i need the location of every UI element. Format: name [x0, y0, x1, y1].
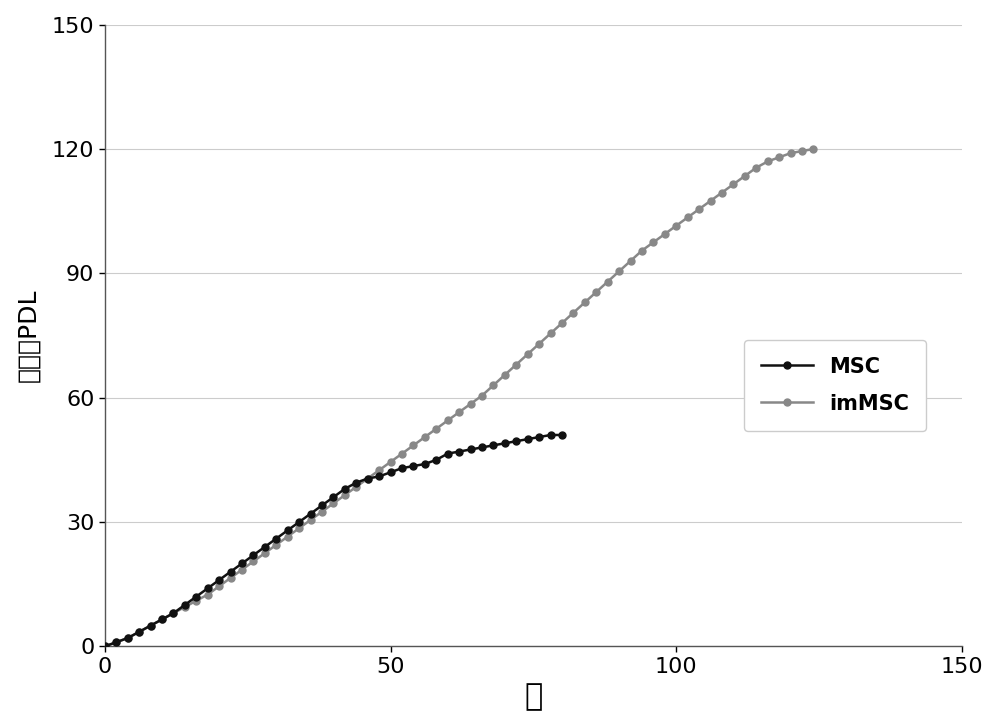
MSC [362, 474, 374, 483]
X-axis label: 天: 天 [524, 682, 543, 711]
MSC [247, 551, 259, 560]
MSC [442, 449, 454, 458]
MSC [213, 576, 225, 585]
imMSC [430, 424, 442, 433]
MSC [385, 468, 397, 477]
imMSC [796, 147, 808, 156]
MSC [419, 459, 431, 468]
MSC [293, 518, 305, 526]
MSC [236, 559, 248, 568]
MSC [110, 638, 122, 646]
imMSC [807, 145, 819, 154]
MSC [453, 447, 465, 456]
MSC [202, 584, 214, 593]
MSC [156, 615, 168, 624]
Legend: MSC, imMSC: MSC, imMSC [744, 340, 926, 431]
MSC [133, 628, 145, 636]
MSC [499, 439, 511, 448]
MSC [476, 443, 488, 452]
MSC [396, 464, 408, 472]
MSC [270, 534, 282, 543]
MSC [522, 435, 534, 443]
imMSC [590, 288, 602, 296]
MSC [545, 431, 557, 440]
MSC [179, 601, 191, 609]
MSC [407, 462, 419, 470]
MSC [339, 485, 351, 494]
MSC [282, 526, 294, 534]
MSC [430, 456, 442, 464]
Line: MSC: MSC [101, 432, 565, 650]
MSC [225, 567, 237, 576]
imMSC [316, 507, 328, 516]
imMSC [99, 642, 111, 651]
MSC [145, 621, 157, 630]
Y-axis label: 累积的PDL: 累积的PDL [17, 289, 41, 382]
MSC [190, 593, 202, 601]
MSC [487, 441, 499, 450]
MSC [327, 493, 339, 502]
MSC [510, 437, 522, 446]
imMSC [453, 408, 465, 416]
imMSC [293, 524, 305, 533]
MSC [99, 642, 111, 651]
MSC [533, 432, 545, 441]
MSC [305, 510, 317, 518]
MSC [373, 472, 385, 480]
MSC [465, 445, 477, 454]
MSC [167, 609, 179, 617]
MSC [259, 542, 271, 551]
MSC [556, 431, 568, 440]
Line: imMSC: imMSC [101, 146, 817, 650]
MSC [122, 633, 134, 642]
MSC [350, 478, 362, 487]
MSC [316, 501, 328, 510]
